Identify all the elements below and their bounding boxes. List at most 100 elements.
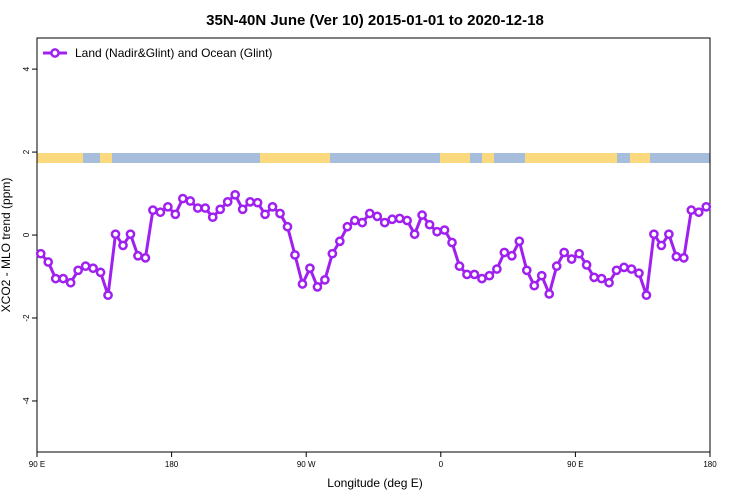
data-point bbox=[656, 240, 667, 251]
land-ocean-band bbox=[37, 153, 710, 163]
data-point bbox=[424, 219, 435, 230]
data-point bbox=[678, 253, 689, 263]
data-point bbox=[230, 189, 241, 200]
x-tick-label: 180 bbox=[703, 460, 717, 469]
y-tick-label: -2 bbox=[22, 314, 31, 322]
data-point bbox=[80, 261, 91, 272]
data-point bbox=[50, 273, 61, 284]
data-point bbox=[432, 226, 442, 237]
data-point bbox=[140, 253, 151, 263]
data-point bbox=[327, 248, 338, 259]
data-point bbox=[155, 207, 166, 218]
y-tick-label: 0 bbox=[22, 232, 31, 237]
data-point bbox=[260, 209, 270, 220]
data-point bbox=[566, 254, 577, 264]
data-point bbox=[237, 204, 248, 215]
data-point bbox=[574, 248, 584, 259]
data-point bbox=[357, 217, 368, 228]
x-tick-label: 0 bbox=[439, 460, 444, 469]
y-axis-label: XCO2 - MLO trend (ppm) bbox=[0, 178, 13, 313]
data-point bbox=[529, 280, 540, 291]
data-point bbox=[521, 265, 532, 276]
data-point bbox=[447, 237, 457, 248]
data-point bbox=[305, 263, 315, 274]
data-point bbox=[58, 273, 69, 284]
data-point bbox=[192, 203, 203, 213]
data-point bbox=[417, 210, 427, 220]
data-point bbox=[170, 209, 181, 220]
data-point bbox=[148, 205, 158, 216]
data-point bbox=[118, 240, 128, 251]
data-point bbox=[267, 201, 278, 212]
data-point bbox=[634, 268, 644, 279]
data-point bbox=[664, 229, 674, 240]
x-tick-label: 180 bbox=[165, 460, 179, 469]
data-point bbox=[110, 229, 121, 240]
data-point bbox=[536, 270, 547, 281]
plot-frame bbox=[36, 37, 711, 453]
data-point bbox=[35, 248, 46, 259]
data-point bbox=[484, 270, 495, 281]
data-point bbox=[312, 282, 323, 292]
data-point bbox=[379, 217, 390, 228]
data-point bbox=[581, 260, 592, 270]
data-point bbox=[185, 196, 196, 206]
data-point bbox=[604, 277, 614, 288]
data-point bbox=[506, 250, 517, 261]
data-point bbox=[439, 225, 450, 235]
data-point bbox=[364, 208, 375, 219]
data-point bbox=[596, 273, 607, 284]
data-point bbox=[125, 229, 136, 240]
data-point bbox=[342, 221, 353, 232]
data-point bbox=[275, 208, 285, 219]
data-point bbox=[454, 261, 465, 272]
data-point bbox=[394, 213, 405, 224]
data-point bbox=[73, 265, 83, 276]
data-point bbox=[282, 221, 293, 232]
data-point bbox=[693, 207, 704, 218]
data-point bbox=[641, 290, 652, 301]
data-point bbox=[469, 269, 480, 280]
x-tick-label: 90 W bbox=[297, 460, 316, 469]
data-point bbox=[559, 247, 570, 258]
data-point bbox=[462, 269, 472, 280]
data-point bbox=[649, 229, 659, 240]
data-point bbox=[215, 204, 226, 215]
x-axis-label: Longitude (deg E) bbox=[327, 476, 422, 490]
data-point bbox=[372, 211, 383, 222]
y-tick-label: -4 bbox=[22, 397, 31, 405]
data-point bbox=[477, 273, 487, 284]
chart-title: 35N-40N June (Ver 10) 2015-01-01 to 2020… bbox=[206, 12, 544, 29]
data-point bbox=[626, 264, 637, 274]
data-point bbox=[222, 197, 233, 207]
data-point bbox=[103, 290, 113, 301]
data-point bbox=[207, 212, 218, 223]
data-point bbox=[177, 193, 188, 204]
data-point bbox=[133, 250, 143, 261]
legend-marker bbox=[50, 48, 60, 58]
data-point bbox=[611, 265, 622, 276]
data-point bbox=[492, 264, 502, 274]
data-point bbox=[200, 203, 211, 213]
data-point bbox=[245, 197, 255, 207]
data-point bbox=[402, 215, 412, 226]
data-point bbox=[514, 236, 525, 247]
data-point bbox=[619, 262, 629, 273]
data-point bbox=[551, 261, 562, 272]
x-tick-label: 90 E bbox=[567, 460, 583, 469]
data-point bbox=[701, 201, 712, 212]
data-point bbox=[43, 257, 54, 267]
data-point bbox=[252, 197, 263, 208]
data-point bbox=[335, 236, 345, 247]
data-point bbox=[544, 289, 555, 299]
data-point bbox=[387, 214, 398, 225]
data-point bbox=[320, 274, 330, 285]
data-point bbox=[297, 279, 308, 289]
x-tick-label: 90 E bbox=[29, 460, 45, 469]
legend-label: Land (Nadir&Glint) and Ocean (Glint) bbox=[75, 46, 272, 60]
data-point bbox=[95, 267, 106, 278]
data-point bbox=[349, 215, 360, 226]
y-tick-label: 2 bbox=[22, 149, 31, 154]
data-point bbox=[290, 250, 300, 260]
